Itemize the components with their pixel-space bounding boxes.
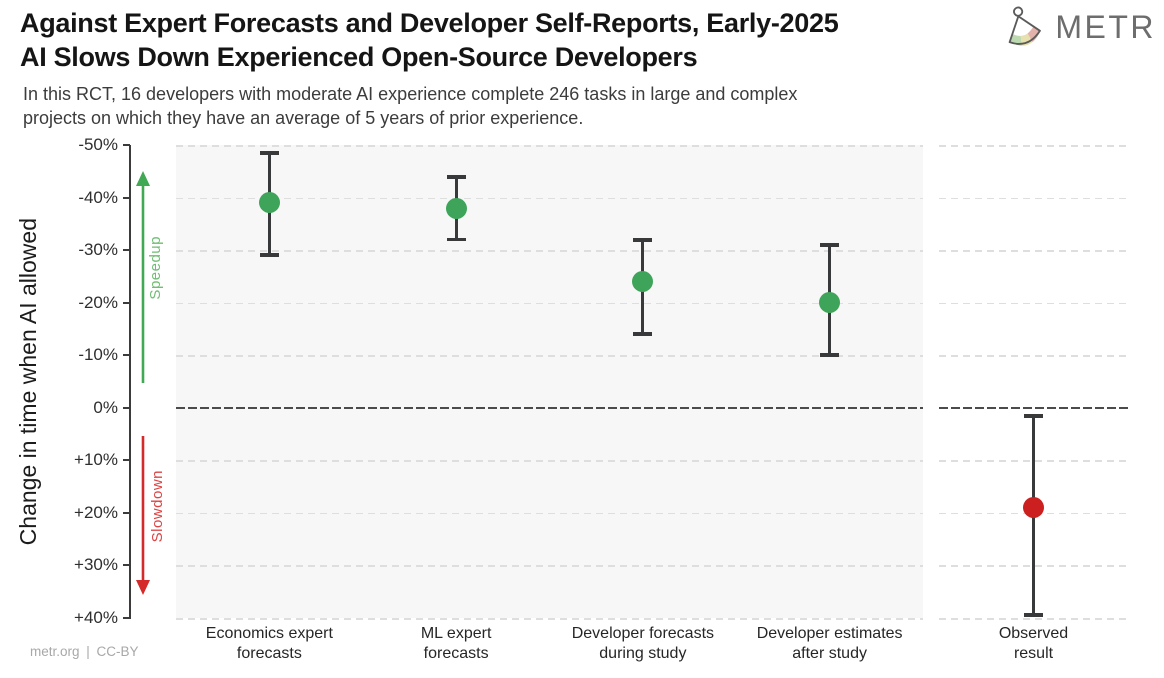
- gridline: [176, 197, 923, 200]
- data-point: [632, 271, 654, 293]
- error-bar-cap-top: [1024, 414, 1043, 418]
- gridline: [939, 197, 1128, 200]
- y-axis-tick: [123, 196, 130, 199]
- x-axis-category-label: ML expert forecasts: [346, 624, 566, 664]
- x-axis-category-label-line: Developer forecasts: [571, 625, 715, 642]
- y-tick-label: -40%: [78, 187, 118, 207]
- y-axis-tick: [123, 249, 130, 252]
- y-axis-tick: [123, 301, 130, 304]
- subtitle-line-1: In this RCT, 16 developers with moderate…: [23, 84, 798, 104]
- error-bar-cap-top: [446, 175, 466, 179]
- gridline: [176, 302, 923, 305]
- error-bar-cap-bottom: [446, 237, 466, 242]
- error-bar-cap-top: [259, 151, 279, 155]
- gridline: [176, 618, 923, 620]
- zero-line: [176, 406, 923, 409]
- gridline: [176, 460, 923, 462]
- y-axis-tick: [123, 144, 130, 146]
- y-tick-label: -30%: [78, 240, 118, 260]
- y-axis-tick: [123, 511, 130, 514]
- metr-logo: METR: [997, 4, 1156, 50]
- title-line-1: Against Expert Forecasts and Developer S…: [20, 8, 839, 38]
- y-axis-tick: [123, 564, 130, 567]
- y-tick-label: +40%: [74, 608, 118, 627]
- error-bar-cap-bottom: [1024, 613, 1043, 617]
- error-bar-cap-bottom: [633, 332, 653, 336]
- speedup-arrow-icon: [136, 171, 150, 383]
- y-tick-label: +30%: [74, 555, 118, 575]
- metr-cone-icon: [1009, 6, 1042, 46]
- gridline: [176, 512, 923, 515]
- metr-logo-text: METR: [1055, 8, 1156, 45]
- gridline: [176, 565, 923, 567]
- x-axis-category-label-line: Economics expert: [205, 625, 333, 642]
- gridline: [176, 145, 923, 147]
- y-axis-tick: [123, 459, 130, 462]
- chart-subtitle: In this RCT, 16 developers with moderate…: [23, 82, 797, 130]
- x-axis-category-label-line: result: [1013, 645, 1054, 662]
- gridline: [939, 302, 1128, 305]
- y-axis-line: [129, 145, 131, 619]
- y-axis-tick: [123, 354, 130, 357]
- x-axis-category-label: Observed result: [924, 624, 1144, 664]
- x-axis-category-label: Developer forecasts during study: [533, 624, 753, 664]
- y-tick-label: +20%: [74, 502, 118, 522]
- gridline: [939, 618, 1128, 620]
- x-axis-category-label-line: Developer estimates: [756, 625, 903, 642]
- data-point: [258, 192, 280, 214]
- gridline: [176, 355, 923, 357]
- y-tick-label: -10%: [78, 345, 118, 365]
- plot-panel-forecasts: [176, 145, 923, 620]
- data-point: [445, 197, 467, 219]
- y-axis-tick: [123, 617, 130, 619]
- error-bar-cap-bottom: [259, 253, 279, 257]
- data-point: [1023, 497, 1044, 519]
- y-tick-label: -20%: [78, 292, 118, 312]
- x-axis-category-label-line: forecasts: [236, 645, 302, 662]
- y-tick-label: -50%: [78, 135, 118, 154]
- y-axis-title: Change in time when AI allowed: [8, 145, 48, 618]
- x-axis-category-label-line: ML expert: [420, 625, 492, 642]
- y-axis-title-text: Change in time when AI allowed: [14, 217, 41, 546]
- title-line-2: AI Slows Down Experienced Open-Source De…: [20, 42, 698, 72]
- data-point: [819, 292, 841, 314]
- x-axis-category-label-line: Observed: [998, 625, 1069, 642]
- subtitle-line-2: projects on which they have an average o…: [23, 108, 584, 128]
- zero-line: [939, 406, 1128, 409]
- speedup-label: Speedup: [147, 236, 164, 300]
- y-tick-label: 0%: [93, 397, 118, 417]
- error-bar-cap-top: [820, 243, 840, 247]
- x-axis-category-label: Economics expert forecasts: [159, 624, 379, 664]
- attribution: metr.org | CC-BY: [30, 644, 139, 659]
- slowdown-arrow-icon: [136, 436, 150, 595]
- x-axis-category-label-line: forecasts: [423, 645, 489, 662]
- gridline: [939, 250, 1128, 252]
- gridline: [939, 145, 1128, 147]
- error-bar-cap-top: [633, 238, 653, 242]
- x-axis-category-label: Developer estimates after study: [720, 624, 940, 664]
- gridline: [939, 355, 1128, 357]
- error-bar-cap-bottom: [820, 353, 840, 357]
- x-axis-category-label-line: after study: [792, 645, 867, 662]
- y-tick-label: +10%: [74, 450, 118, 470]
- slowdown-label: Slowdown: [149, 470, 166, 543]
- y-axis-tick: [123, 406, 130, 409]
- gridline: [176, 250, 923, 252]
- page-title: Against Expert Forecasts and Developer S…: [20, 6, 839, 74]
- x-axis-category-label-line: during study: [599, 645, 687, 662]
